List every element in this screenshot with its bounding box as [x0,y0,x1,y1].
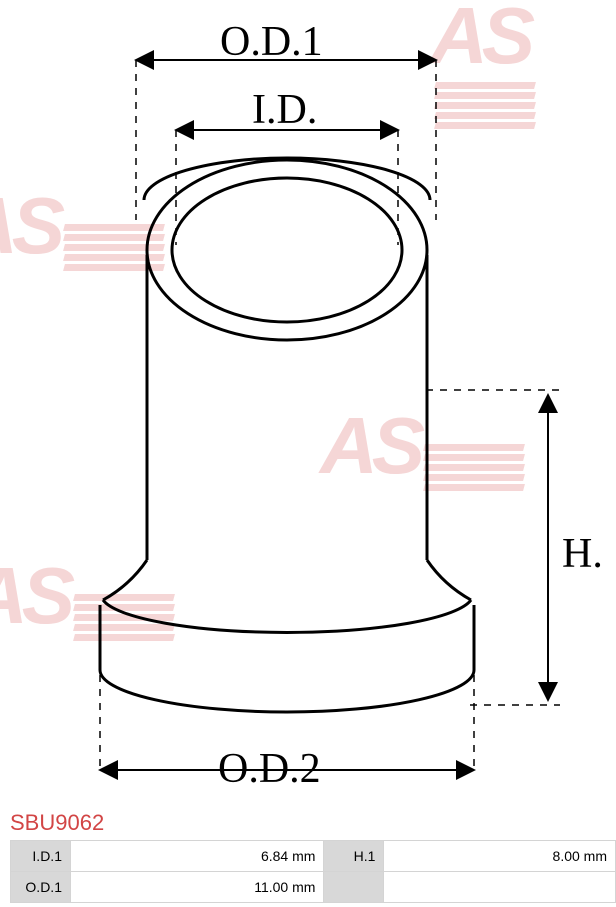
spec-value [384,872,616,903]
spec-value: 6.84 mm [71,841,324,872]
dim-label-id: I.D. [252,86,317,134]
spec-label: O.D.1 [11,872,71,903]
dim-label-od2: O.D.2 [218,745,321,793]
spec-label: H.1 [324,841,384,872]
spec-value: 11.00 mm [71,872,324,903]
dim-label-h: H. [562,530,603,578]
dim-label-od1: O.D.1 [220,18,323,66]
table-row: I.D.1 6.84 mm H.1 8.00 mm [11,841,616,872]
spec-label [324,872,384,903]
table-row: O.D.1 11.00 mm [11,872,616,903]
part-number: SBU9062 [10,810,104,836]
spec-label: I.D.1 [11,841,71,872]
technical-diagram: AS AS AS AS [0,0,616,810]
spec-value: 8.00 mm [384,841,616,872]
spec-table: I.D.1 6.84 mm H.1 8.00 mm O.D.1 11.00 mm [10,840,616,903]
